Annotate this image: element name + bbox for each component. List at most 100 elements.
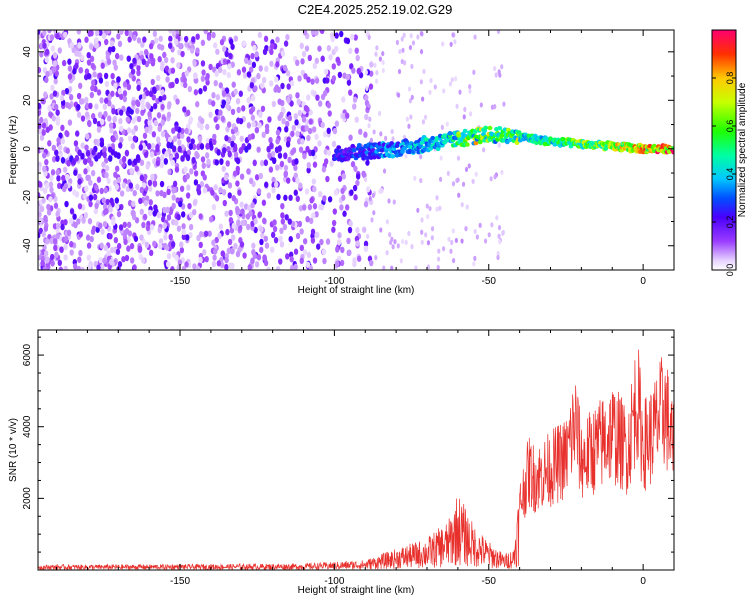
spectrogram-cell <box>200 60 206 67</box>
spectrogram-cell <box>170 159 175 166</box>
spectrogram-cell <box>317 100 323 107</box>
spectrogram-cell <box>135 99 140 106</box>
spectrogram-cell <box>106 58 112 65</box>
spectrogram-cell <box>337 71 343 79</box>
spectrogram-cell <box>113 82 118 89</box>
spectrogram-cell <box>47 30 52 34</box>
spectrogram-cell <box>385 219 389 225</box>
spectrogram-cell <box>162 51 167 59</box>
spectrogram-cell <box>471 178 475 185</box>
spectrogram-cell <box>329 160 334 167</box>
spectrogram-cell <box>335 56 341 64</box>
spectrogram-cell <box>54 149 59 156</box>
spectrogram-cell <box>109 127 114 134</box>
colorbar-tick-label: 0.0 <box>725 264 735 277</box>
spectrogram-cell <box>46 209 52 216</box>
spectrogram-cell <box>156 112 162 119</box>
spectrogram-cell <box>147 119 152 126</box>
spectrogram-cell <box>101 32 107 40</box>
spectrogram-cell <box>246 168 251 175</box>
spectrogram-cell <box>375 70 379 76</box>
spectrogram-cell <box>277 145 282 152</box>
spectrogram-cell <box>104 38 109 46</box>
spectrogram-cell <box>165 244 170 251</box>
spectrogram-cell <box>174 152 180 160</box>
spectrogram-cell <box>144 241 150 249</box>
spectrogram-cell <box>114 197 120 204</box>
spectrogram-cell <box>295 177 300 184</box>
spectrogram-cell <box>60 138 66 145</box>
spectrogram-cell <box>391 136 395 142</box>
spectrogram-cell <box>121 155 127 163</box>
spectrogram-cell <box>253 85 258 92</box>
spectrogram-cell <box>93 41 99 49</box>
spectrogram-cell <box>305 215 310 223</box>
spectrogram-cell <box>216 260 222 267</box>
spectrogram-cell <box>262 254 267 261</box>
spectrogram-cell <box>264 123 270 130</box>
spectrogram-cell <box>69 241 74 248</box>
spectrogram-cell <box>267 116 272 123</box>
spectrogram-cell <box>63 31 68 38</box>
spectrogram-cell <box>94 30 100 37</box>
spectrogram-cell <box>297 75 302 82</box>
spectrogram-cell <box>363 176 368 182</box>
spectrogram-cell <box>38 109 42 116</box>
spectrogram-cell <box>414 265 418 270</box>
spectrogram-cell <box>301 116 307 123</box>
spectrogram-cell <box>49 34 55 41</box>
spectrogram-cell <box>118 109 124 116</box>
spectrogram-cell <box>451 181 456 187</box>
spectrogram-cell <box>306 167 311 174</box>
spectrogram-cell <box>132 34 137 41</box>
spectrogram-cell <box>127 158 132 166</box>
spectrogram-cell <box>339 259 345 267</box>
spectrogram-cell <box>312 185 317 193</box>
spectrogram-cell <box>89 235 94 243</box>
spectrogram-cell <box>63 243 68 251</box>
spectrogram-cell <box>256 254 262 261</box>
spectrogram-cell <box>166 111 172 119</box>
spectrogram-cell <box>121 256 126 263</box>
spectrogram-cell <box>41 230 46 238</box>
spectrogram-cell <box>107 46 113 53</box>
spectrogram-cell <box>369 137 374 143</box>
spectrogram-cell <box>426 240 431 246</box>
spectrogram-cell <box>99 187 104 195</box>
spectrogram-cell <box>133 235 139 242</box>
spectrogram-cell <box>131 99 136 107</box>
snr-xtick-label: -150 <box>170 576 190 587</box>
spectrogram-cell <box>222 199 227 207</box>
spectrogram-cell <box>196 234 201 242</box>
spectrogram-cell <box>49 186 54 194</box>
spectrogram-cell <box>109 40 115 47</box>
spectrogram-cell <box>198 213 203 220</box>
colorbar-tick-label: 0.8 <box>725 72 735 85</box>
spectrogram-cell <box>181 233 186 241</box>
spectrogram-cell <box>141 182 147 189</box>
spectrogram-cell <box>254 51 259 58</box>
spectrogram-cell <box>326 102 331 109</box>
spectrogram-cell <box>52 238 58 245</box>
spectrogram-cell <box>195 33 200 40</box>
spectrogram-cell <box>310 30 316 36</box>
spectrogram-cell <box>226 121 232 128</box>
spectrogram-cell <box>465 204 469 210</box>
spectrogram-cell <box>306 76 311 83</box>
spectrogram-cell <box>277 98 282 105</box>
spectrogram-cell <box>139 186 144 194</box>
spectrogram-cell <box>299 244 305 252</box>
spectrogram-cell <box>87 120 92 128</box>
spectrogram-cell <box>401 47 405 53</box>
spectrogram-cell <box>348 89 353 96</box>
spectrogram-cell <box>248 177 254 185</box>
spectrogram-cell <box>251 94 256 102</box>
spectrogram-cell <box>334 32 339 39</box>
spectrogram-cell <box>176 132 182 140</box>
spectrogram-cell <box>329 32 335 39</box>
spectrogram-cell <box>85 150 91 157</box>
spectrogram-cell <box>116 152 121 160</box>
spectrogram-cell <box>326 45 332 52</box>
spectrogram-cell <box>275 36 280 43</box>
spectrogram-cell <box>144 119 149 126</box>
